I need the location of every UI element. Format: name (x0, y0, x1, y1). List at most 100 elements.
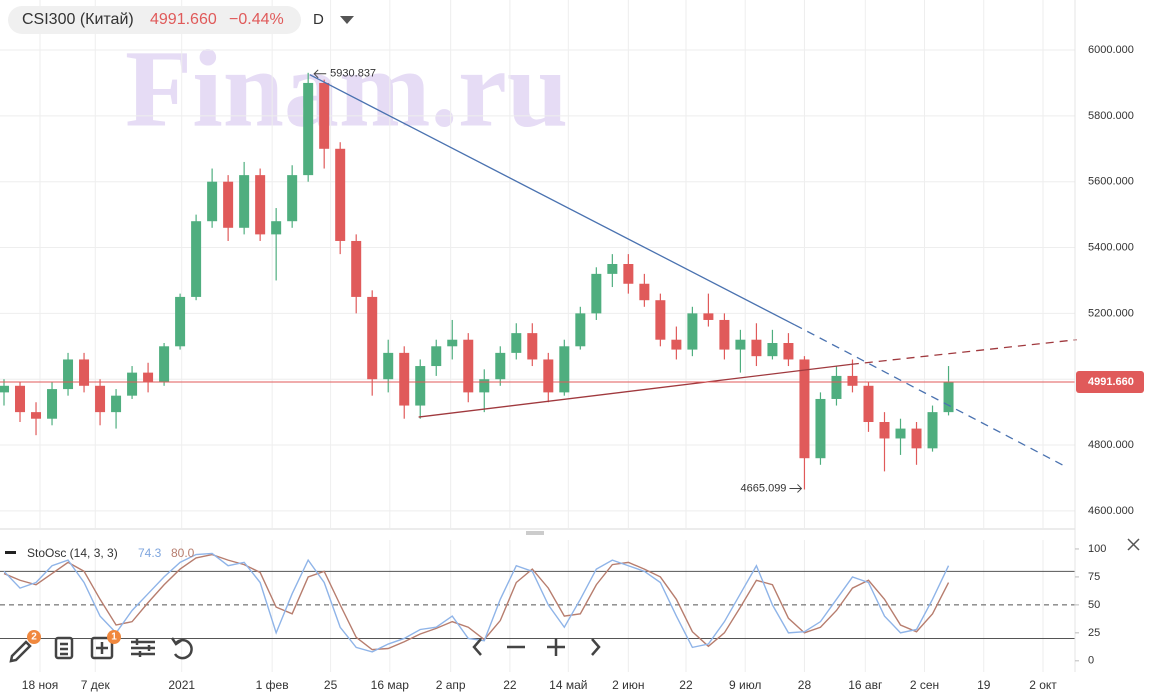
candle-body (703, 313, 714, 320)
osc-tick-label: 25 (1088, 627, 1100, 639)
candle-body (511, 333, 522, 353)
instrument-pill[interactable] (8, 6, 301, 34)
x-tick-label: 18 ноя (22, 678, 58, 692)
x-tick-label: 1 фев (256, 678, 289, 692)
dropdown-arrow[interactable] (340, 16, 354, 24)
x-tick-label: 2 апр (436, 678, 466, 692)
candle-body (735, 339, 746, 350)
candle-body (591, 273, 602, 314)
high-label: 5930.837 (330, 68, 376, 80)
x-tick-label: 2021 (168, 678, 195, 692)
candle-body (159, 346, 170, 383)
candle-body (255, 175, 266, 235)
badge (27, 630, 41, 644)
candle-body (63, 359, 74, 390)
candle-body (863, 385, 874, 423)
candle-body (143, 372, 154, 383)
x-tick-label: 14 май (549, 678, 587, 692)
candle-body (607, 264, 618, 274)
scroll-right[interactable] (591, 638, 601, 656)
scroll-left[interactable] (472, 638, 482, 656)
candle-body (543, 359, 554, 393)
candle-body (799, 359, 810, 459)
candle-body (175, 296, 186, 347)
x-tick-label: 7 дек (81, 678, 111, 692)
osc-tick-label: 50 (1088, 599, 1100, 611)
candle-body (31, 412, 42, 419)
y-tick-label: 4600.000 (1088, 505, 1134, 517)
candle-body (399, 352, 410, 406)
arrow (313, 69, 327, 79)
candle-body (191, 221, 202, 297)
osc-line-d (3, 553, 950, 651)
watermark: Finam.ru (125, 27, 568, 149)
candle-body (47, 389, 58, 419)
candle-body (639, 283, 650, 301)
candle-body (783, 343, 794, 360)
x-tick-label: 16 авг (848, 678, 883, 692)
candle-body (111, 395, 122, 413)
candle-body (447, 339, 458, 347)
candle-body (671, 339, 682, 350)
draw-tool[interactable] (9, 640, 32, 663)
candle-body (655, 300, 666, 340)
trendline (418, 363, 851, 418)
candle-body (687, 313, 698, 350)
x-tick-label: 2 окт (1029, 678, 1057, 692)
candle-body (127, 372, 138, 396)
osc-d: 80.0 (171, 546, 195, 560)
close-panel[interactable] (1127, 538, 1140, 551)
settings[interactable] (131, 639, 155, 657)
candle-body (879, 422, 890, 439)
candle-body (79, 359, 90, 386)
candle-body (0, 385, 10, 393)
y-tick-label: 4800.000 (1088, 439, 1134, 451)
candle-body (927, 412, 938, 449)
y-tick-label: 5400.000 (1088, 241, 1134, 253)
candle-body (431, 346, 442, 367)
candle-body (623, 264, 634, 284)
candle-body (719, 319, 730, 350)
instrument[interactable]: CSI300 (Китай) (22, 11, 134, 28)
y-tick-label: 5800.000 (1088, 110, 1134, 122)
candle-body (911, 428, 922, 449)
osc-tick-label: 0 (1088, 655, 1094, 667)
osc-name: StoOsc (14, 3, 3) (27, 546, 118, 560)
plot (0, 72, 1077, 653)
price: 4991.660 (150, 11, 217, 28)
add-plus (96, 642, 108, 654)
toolbar (9, 636, 601, 663)
objects-list[interactable] (54, 636, 74, 660)
zoom-in[interactable] (547, 638, 565, 656)
candle-body (751, 339, 762, 357)
y-tick-label: 5200.000 (1088, 307, 1134, 319)
candle-body (95, 385, 106, 413)
osc-tick-label: 100 (1088, 543, 1106, 555)
candle-body (415, 366, 426, 406)
osc-line-k (3, 552, 950, 653)
objects-lines (60, 642, 68, 656)
interval[interactable]: D (313, 11, 324, 28)
candle-body (559, 346, 570, 393)
candle-body (271, 221, 282, 235)
low-label: 4665.099 (741, 482, 787, 494)
candle-body (319, 82, 330, 149)
candle-body (287, 175, 298, 222)
add-indicator[interactable] (90, 636, 114, 660)
resize-handle[interactable] (526, 531, 544, 535)
candle-body (383, 352, 394, 380)
candle-body (815, 398, 826, 459)
candle-body (847, 375, 858, 386)
candle-body (303, 82, 314, 176)
candle-body (479, 379, 490, 393)
x-tick-label: 2 сен (910, 678, 939, 692)
x-tick-label: 25 (324, 678, 338, 692)
trendline-extension (794, 324, 1066, 468)
last-price-box (1076, 370, 1144, 393)
collapse-icon[interactable] (5, 551, 16, 554)
undo[interactable] (170, 637, 193, 660)
candle-body (335, 148, 346, 241)
x-tick-label: 2 июн (612, 678, 644, 692)
